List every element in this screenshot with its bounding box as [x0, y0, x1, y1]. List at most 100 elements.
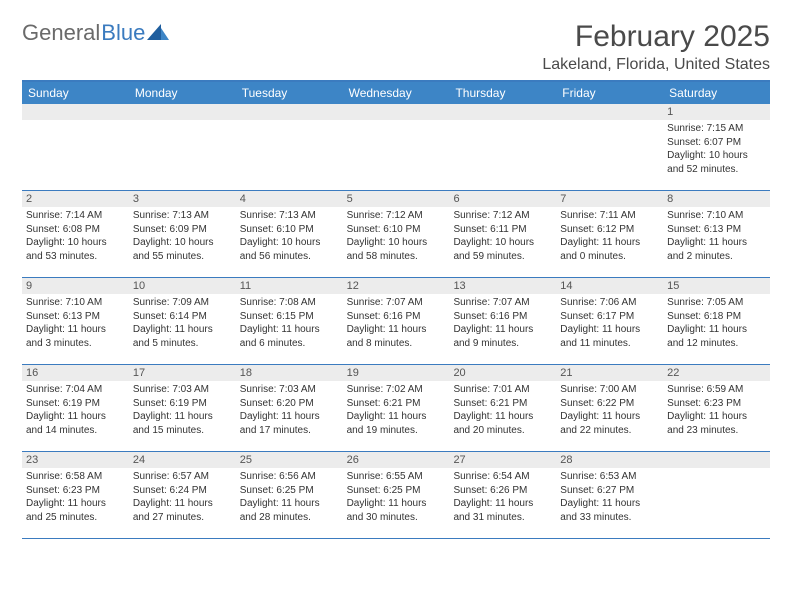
sunset-text: Sunset: 6:13 PM: [667, 223, 766, 237]
week-row: 2Sunrise: 7:14 AMSunset: 6:08 PMDaylight…: [22, 191, 770, 278]
sunset-text: Sunset: 6:24 PM: [133, 484, 232, 498]
sunset-text: Sunset: 6:25 PM: [240, 484, 339, 498]
daylight-text: Daylight: 10 hours and 56 minutes.: [240, 236, 339, 263]
daylight-text: Daylight: 10 hours and 59 minutes.: [453, 236, 552, 263]
day-body: [343, 120, 450, 126]
day-number: 6: [449, 191, 556, 207]
day-cell: 14Sunrise: 7:06 AMSunset: 6:17 PMDayligh…: [556, 278, 663, 364]
day-body: Sunrise: 6:54 AMSunset: 6:26 PMDaylight:…: [449, 468, 556, 528]
day-cell: [343, 104, 450, 190]
day-number: 1: [663, 104, 770, 120]
day-cell: 19Sunrise: 7:02 AMSunset: 6:21 PMDayligh…: [343, 365, 450, 451]
day-body: Sunrise: 6:57 AMSunset: 6:24 PMDaylight:…: [129, 468, 236, 528]
day-cell: [556, 104, 663, 190]
day-body: Sunrise: 7:02 AMSunset: 6:21 PMDaylight:…: [343, 381, 450, 441]
day-cell: 6Sunrise: 7:12 AMSunset: 6:11 PMDaylight…: [449, 191, 556, 277]
sunset-text: Sunset: 6:26 PM: [453, 484, 552, 498]
daylight-text: Daylight: 11 hours and 8 minutes.: [347, 323, 446, 350]
sunset-text: Sunset: 6:07 PM: [667, 136, 766, 150]
day-body: Sunrise: 7:12 AMSunset: 6:11 PMDaylight:…: [449, 207, 556, 267]
day-number: 5: [343, 191, 450, 207]
day-cell: 1Sunrise: 7:15 AMSunset: 6:07 PMDaylight…: [663, 104, 770, 190]
daylight-text: Daylight: 11 hours and 23 minutes.: [667, 410, 766, 437]
daylight-text: Daylight: 11 hours and 25 minutes.: [26, 497, 125, 524]
sunrise-text: Sunrise: 7:07 AM: [347, 296, 446, 310]
day-number: [22, 104, 129, 120]
day-body: Sunrise: 7:15 AMSunset: 6:07 PMDaylight:…: [663, 120, 770, 180]
day-cell: 2Sunrise: 7:14 AMSunset: 6:08 PMDaylight…: [22, 191, 129, 277]
daylight-text: Daylight: 11 hours and 22 minutes.: [560, 410, 659, 437]
day-number: [663, 452, 770, 468]
daylight-text: Daylight: 11 hours and 12 minutes.: [667, 323, 766, 350]
sunrise-text: Sunrise: 7:08 AM: [240, 296, 339, 310]
day-body: [22, 120, 129, 126]
sunset-text: Sunset: 6:20 PM: [240, 397, 339, 411]
daylight-text: Daylight: 11 hours and 15 minutes.: [133, 410, 232, 437]
day-body: Sunrise: 7:08 AMSunset: 6:15 PMDaylight:…: [236, 294, 343, 354]
sunrise-text: Sunrise: 7:14 AM: [26, 209, 125, 223]
sunrise-text: Sunrise: 7:03 AM: [240, 383, 339, 397]
weekday-label: Friday: [556, 82, 663, 104]
sunset-text: Sunset: 6:25 PM: [347, 484, 446, 498]
sunset-text: Sunset: 6:10 PM: [240, 223, 339, 237]
daylight-text: Daylight: 10 hours and 55 minutes.: [133, 236, 232, 263]
day-cell: 15Sunrise: 7:05 AMSunset: 6:18 PMDayligh…: [663, 278, 770, 364]
weekday-label: Sunday: [22, 82, 129, 104]
day-cell: [449, 104, 556, 190]
daylight-text: Daylight: 11 hours and 6 minutes.: [240, 323, 339, 350]
day-number: 21: [556, 365, 663, 381]
sunset-text: Sunset: 6:08 PM: [26, 223, 125, 237]
week-row: 16Sunrise: 7:04 AMSunset: 6:19 PMDayligh…: [22, 365, 770, 452]
day-number: 10: [129, 278, 236, 294]
title-block: February 2025 Lakeland, Florida, United …: [542, 20, 770, 74]
sunrise-text: Sunrise: 7:05 AM: [667, 296, 766, 310]
day-number: 20: [449, 365, 556, 381]
sunrise-text: Sunrise: 7:10 AM: [667, 209, 766, 223]
sunrise-text: Sunrise: 7:12 AM: [453, 209, 552, 223]
day-cell: 13Sunrise: 7:07 AMSunset: 6:16 PMDayligh…: [449, 278, 556, 364]
day-cell: 24Sunrise: 6:57 AMSunset: 6:24 PMDayligh…: [129, 452, 236, 538]
day-body: Sunrise: 7:09 AMSunset: 6:14 PMDaylight:…: [129, 294, 236, 354]
daylight-text: Daylight: 10 hours and 53 minutes.: [26, 236, 125, 263]
week-row: 9Sunrise: 7:10 AMSunset: 6:13 PMDaylight…: [22, 278, 770, 365]
sunset-text: Sunset: 6:21 PM: [453, 397, 552, 411]
day-cell: 21Sunrise: 7:00 AMSunset: 6:22 PMDayligh…: [556, 365, 663, 451]
day-body: Sunrise: 6:53 AMSunset: 6:27 PMDaylight:…: [556, 468, 663, 528]
day-body: Sunrise: 7:07 AMSunset: 6:16 PMDaylight:…: [343, 294, 450, 354]
day-cell: 18Sunrise: 7:03 AMSunset: 6:20 PMDayligh…: [236, 365, 343, 451]
day-cell: [22, 104, 129, 190]
sunset-text: Sunset: 6:22 PM: [560, 397, 659, 411]
sunrise-text: Sunrise: 7:07 AM: [453, 296, 552, 310]
sunrise-text: Sunrise: 6:59 AM: [667, 383, 766, 397]
day-cell: 10Sunrise: 7:09 AMSunset: 6:14 PMDayligh…: [129, 278, 236, 364]
daylight-text: Daylight: 11 hours and 14 minutes.: [26, 410, 125, 437]
day-cell: 8Sunrise: 7:10 AMSunset: 6:13 PMDaylight…: [663, 191, 770, 277]
day-cell: 28Sunrise: 6:53 AMSunset: 6:27 PMDayligh…: [556, 452, 663, 538]
location-text: Lakeland, Florida, United States: [542, 56, 770, 74]
sunset-text: Sunset: 6:16 PM: [453, 310, 552, 324]
day-cell: 25Sunrise: 6:56 AMSunset: 6:25 PMDayligh…: [236, 452, 343, 538]
day-number: 15: [663, 278, 770, 294]
weekday-label: Tuesday: [236, 82, 343, 104]
daylight-text: Daylight: 11 hours and 31 minutes.: [453, 497, 552, 524]
day-body: Sunrise: 6:56 AMSunset: 6:25 PMDaylight:…: [236, 468, 343, 528]
day-body: Sunrise: 7:03 AMSunset: 6:20 PMDaylight:…: [236, 381, 343, 441]
daylight-text: Daylight: 11 hours and 5 minutes.: [133, 323, 232, 350]
sunset-text: Sunset: 6:21 PM: [347, 397, 446, 411]
day-cell: 5Sunrise: 7:12 AMSunset: 6:10 PMDaylight…: [343, 191, 450, 277]
daylight-text: Daylight: 11 hours and 9 minutes.: [453, 323, 552, 350]
day-body: Sunrise: 7:03 AMSunset: 6:19 PMDaylight:…: [129, 381, 236, 441]
day-number: 16: [22, 365, 129, 381]
daylight-text: Daylight: 11 hours and 28 minutes.: [240, 497, 339, 524]
sunset-text: Sunset: 6:12 PM: [560, 223, 659, 237]
day-cell: [236, 104, 343, 190]
day-number: 12: [343, 278, 450, 294]
day-number: 9: [22, 278, 129, 294]
day-number: 19: [343, 365, 450, 381]
day-body: Sunrise: 7:14 AMSunset: 6:08 PMDaylight:…: [22, 207, 129, 267]
sunrise-text: Sunrise: 7:12 AM: [347, 209, 446, 223]
day-body: Sunrise: 7:07 AMSunset: 6:16 PMDaylight:…: [449, 294, 556, 354]
day-number: 18: [236, 365, 343, 381]
day-cell: 16Sunrise: 7:04 AMSunset: 6:19 PMDayligh…: [22, 365, 129, 451]
day-body: Sunrise: 6:59 AMSunset: 6:23 PMDaylight:…: [663, 381, 770, 441]
